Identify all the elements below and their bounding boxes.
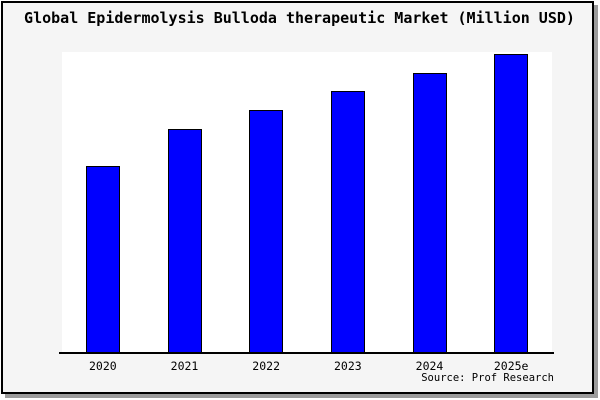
- bar-2021: [167, 128, 202, 354]
- bar-2024: [412, 72, 447, 354]
- x-tick-2020: 2020: [88, 359, 117, 373]
- x-tick-2021: 2021: [170, 359, 199, 373]
- chart-frame: Global Epidermolysis Bulloda therapeutic…: [1, 1, 594, 394]
- x-tick-2025e: 2025e: [493, 359, 529, 373]
- plot-area: [62, 52, 552, 353]
- chart-title: Global Epidermolysis Bulloda therapeutic…: [24, 9, 575, 27]
- x-tick-2024: 2024: [415, 359, 444, 373]
- source-credit: Source: Prof Research: [421, 372, 554, 384]
- x-tick-2023: 2023: [333, 359, 362, 373]
- bar-2020: [85, 165, 120, 354]
- bar-2023: [330, 90, 365, 354]
- x-tick-2022: 2022: [252, 359, 280, 373]
- x-axis-line: [59, 352, 554, 354]
- bar-2025e: [494, 53, 529, 354]
- bar-2022: [249, 109, 284, 354]
